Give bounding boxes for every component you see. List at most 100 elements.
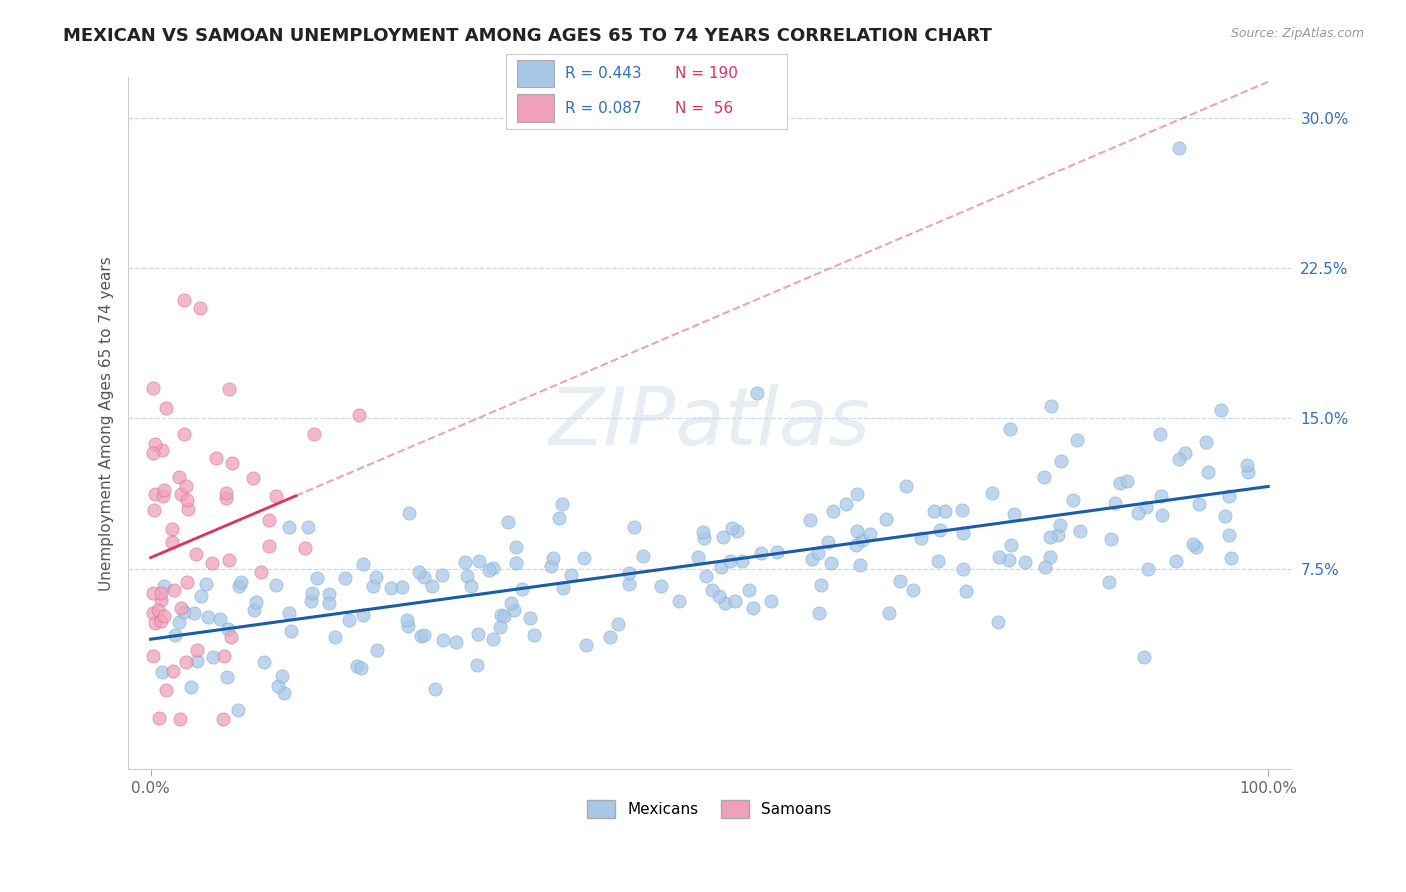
Point: [349, 408, 371, 422]
Point: [550, 497, 572, 511]
Point: [352, 557, 374, 571]
Point: [1136, 562, 1159, 576]
Point: [1181, 537, 1204, 551]
Point: [346, 658, 368, 673]
Point: [273, 686, 295, 700]
Point: [845, 538, 868, 552]
Point: [950, 503, 973, 517]
Point: [820, 556, 842, 570]
Point: [453, 555, 475, 569]
Point: [264, 578, 287, 592]
Text: R = 0.443: R = 0.443: [565, 66, 641, 81]
Point: [572, 551, 595, 566]
Point: [1218, 489, 1240, 503]
Point: [146, 603, 169, 617]
Point: [631, 549, 654, 563]
Point: [143, 486, 166, 500]
Point: [432, 632, 454, 647]
Point: [142, 649, 165, 664]
Point: [738, 582, 761, 597]
FancyBboxPatch shape: [517, 95, 554, 122]
Point: [1000, 538, 1022, 552]
Point: [186, 654, 208, 668]
Point: [807, 545, 830, 559]
Point: [149, 585, 172, 599]
Point: [710, 559, 733, 574]
Text: ZIPatlas: ZIPatlas: [548, 384, 870, 462]
Point: [420, 579, 443, 593]
Point: [810, 578, 832, 592]
Point: [817, 534, 839, 549]
Point: [197, 609, 219, 624]
Point: [155, 401, 177, 416]
Point: [502, 603, 524, 617]
Text: R = 0.087: R = 0.087: [565, 101, 641, 116]
Point: [150, 665, 173, 679]
Point: [302, 426, 325, 441]
Point: [163, 628, 186, 642]
Point: [1039, 530, 1062, 544]
Point: [267, 679, 290, 693]
Point: [173, 293, 195, 308]
Point: [1097, 574, 1119, 589]
Point: [1195, 435, 1218, 450]
Point: [170, 487, 193, 501]
Point: [218, 553, 240, 567]
Point: [742, 601, 765, 615]
Point: [541, 551, 564, 566]
Point: [411, 628, 433, 642]
Point: [297, 520, 319, 534]
Point: [152, 489, 174, 503]
Point: [391, 580, 413, 594]
Point: [1069, 524, 1091, 538]
Point: [1174, 446, 1197, 460]
Point: [174, 655, 197, 669]
Point: [718, 554, 741, 568]
Point: [169, 601, 191, 615]
Point: [875, 512, 897, 526]
Point: [987, 550, 1010, 565]
Point: [160, 522, 183, 536]
Point: [1220, 550, 1243, 565]
Point: [1126, 506, 1149, 520]
Point: [575, 638, 598, 652]
Point: [408, 566, 430, 580]
Point: [460, 579, 482, 593]
Point: [1039, 550, 1062, 565]
Point: [423, 682, 446, 697]
Point: [150, 614, 173, 628]
Point: [987, 615, 1010, 629]
Point: [522, 628, 544, 642]
Text: N =  56: N = 56: [675, 101, 733, 116]
Point: [201, 556, 224, 570]
Point: [998, 422, 1021, 436]
Point: [174, 479, 197, 493]
Point: [731, 554, 754, 568]
Y-axis label: Unemployment Among Ages 65 to 74 years: Unemployment Among Ages 65 to 74 years: [100, 256, 114, 591]
Point: [766, 545, 789, 559]
Point: [155, 683, 177, 698]
Point: [186, 547, 208, 561]
Point: [143, 503, 166, 517]
Point: [209, 612, 232, 626]
Point: [910, 531, 932, 545]
Point: [981, 485, 1004, 500]
Point: [623, 520, 645, 534]
Point: [934, 504, 956, 518]
Text: MEXICAN VS SAMOAN UNEMPLOYMENT AMONG AGES 65 TO 74 YEARS CORRELATION CHART: MEXICAN VS SAMOAN UNEMPLOYMENT AMONG AGE…: [63, 27, 993, 45]
Point: [1218, 528, 1240, 542]
Point: [1047, 528, 1070, 542]
Point: [398, 506, 420, 520]
Point: [395, 614, 418, 628]
Point: [849, 558, 872, 572]
Point: [294, 541, 316, 555]
Point: [299, 593, 322, 607]
Point: [211, 712, 233, 726]
Point: [243, 603, 266, 617]
Point: [1039, 399, 1062, 413]
Point: [153, 483, 176, 497]
Point: [150, 592, 173, 607]
Point: [927, 554, 949, 568]
Point: [413, 570, 436, 584]
Point: [928, 523, 950, 537]
